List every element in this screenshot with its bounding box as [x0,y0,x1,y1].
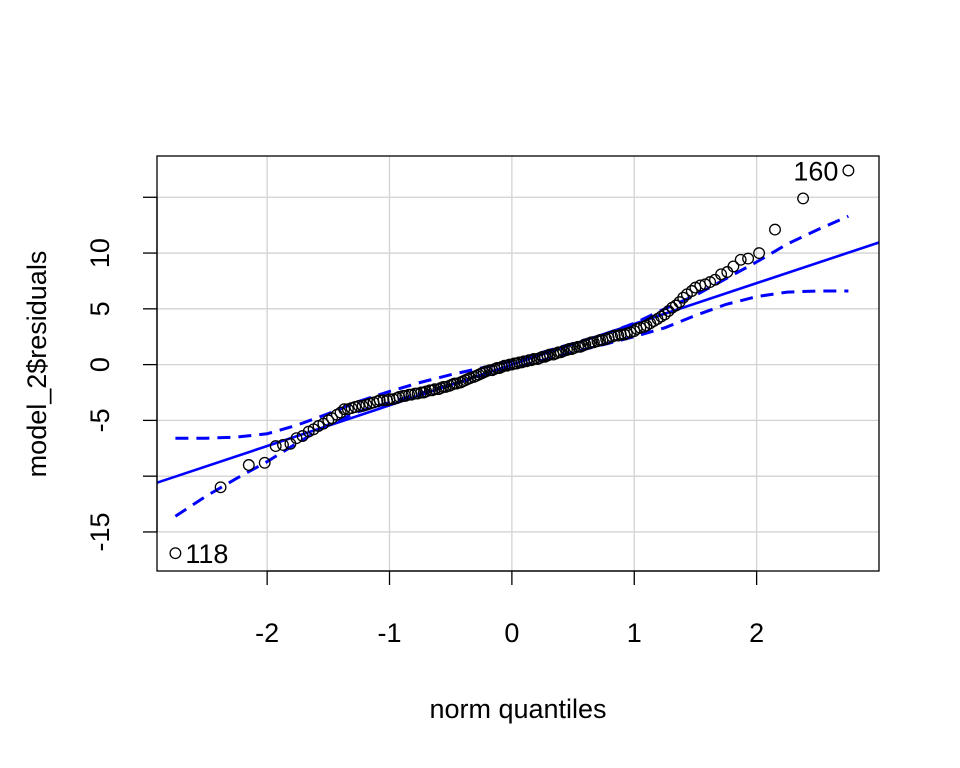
data-point [428,383,441,396]
data-point [669,299,682,312]
point-annotation: 160 [793,157,838,187]
grid [157,156,879,571]
data-point [377,394,390,407]
y-tick-label: -15 [85,512,115,551]
y-tick-label: 5 [85,301,115,316]
y-axis-label: model_2$residuals [22,251,52,478]
data-point [628,325,641,338]
data-point [769,223,781,236]
envelope-lower [174,289,849,518]
data-point [527,353,540,365]
data-point [169,547,182,560]
x-tick-label: 1 [627,618,642,648]
data-point [290,432,303,445]
data-point [608,329,621,342]
x-tick-label: 0 [504,618,519,648]
data-point [753,247,766,260]
data-point [677,291,690,304]
point-annotations: 160 118 [185,157,838,570]
x-axis-label: norm quantiles [429,694,606,724]
data-point [352,399,365,412]
data-point [258,456,271,469]
data-point [685,285,698,297]
data-point [296,430,309,442]
x-axis: -2 -1 0 1 2 [255,570,764,648]
data-point [658,308,671,321]
reference-line [157,241,879,484]
y-tick-label: 0 [85,357,115,372]
data-point [214,481,227,494]
x-tick-label: 2 [749,618,764,648]
y-tick-label: -5 [85,408,115,432]
data-point [734,253,747,266]
data-point [842,164,855,177]
data-point [543,348,556,361]
y-tick-label: 10 [85,238,115,268]
data-point [338,403,351,416]
data-point [662,305,675,318]
x-tick-label: -1 [378,618,402,648]
data-point [742,252,755,265]
data-point [715,268,728,281]
y-axis: -15 -5 0 5 10 [85,196,158,552]
data-point [334,406,347,419]
data-points [169,164,855,560]
data-point [797,192,810,205]
reference-line-group [157,241,879,484]
data-point [269,440,282,453]
point-annotation: 118 [185,539,228,569]
data-point [277,438,289,451]
data-point [727,260,740,273]
data-point [373,394,386,407]
x-tick-label: -2 [255,618,279,648]
data-point [242,459,255,471]
